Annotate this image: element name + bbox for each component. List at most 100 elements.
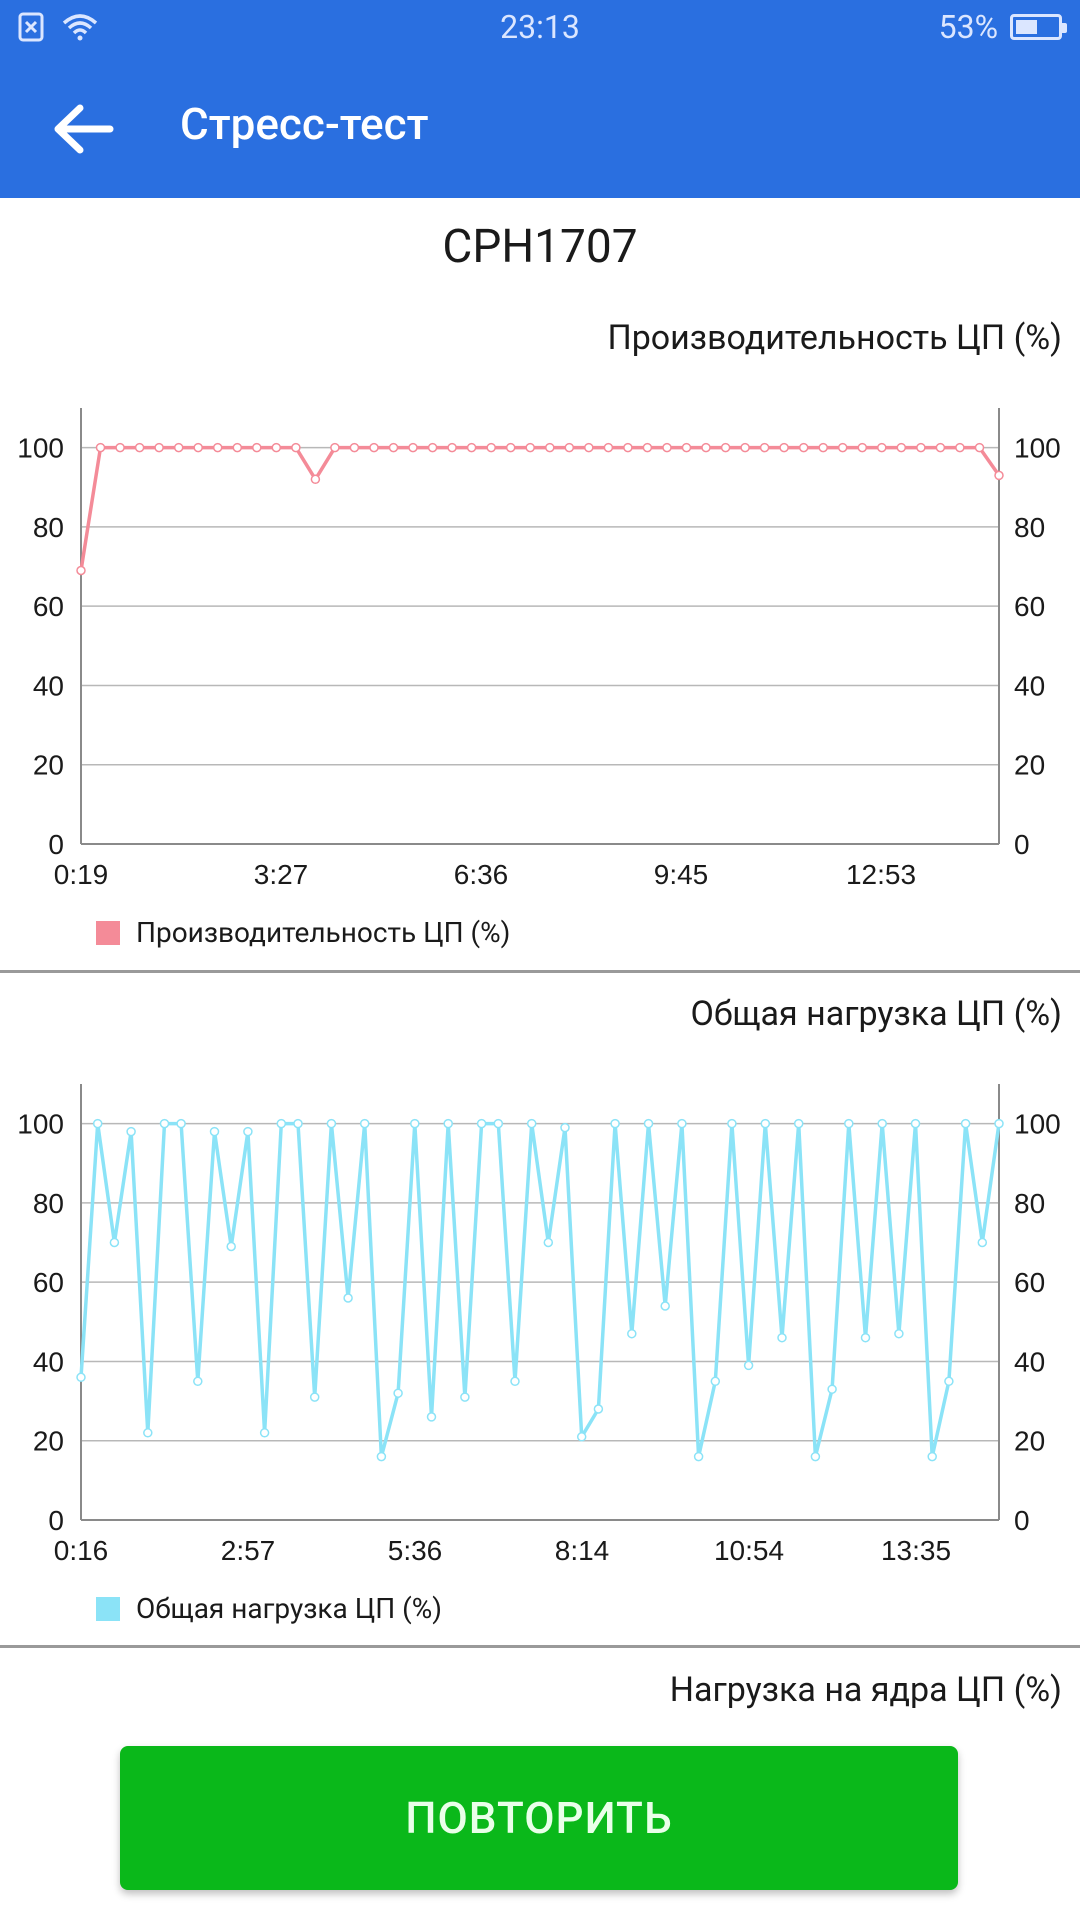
data-point <box>310 474 321 485</box>
data-point <box>944 1376 954 1387</box>
y-tick-label-left: 100 <box>17 433 64 464</box>
divider <box>0 1645 1080 1648</box>
perf-legend: Производительность ЦП (%) <box>96 916 510 949</box>
data-point <box>309 1392 320 1402</box>
divider <box>0 970 1080 973</box>
data-point <box>681 442 692 453</box>
data-point <box>994 1118 1004 1129</box>
y-tick-label-left: 20 <box>33 1426 64 1457</box>
data-point <box>408 442 418 453</box>
page-title: Стресс-тест <box>180 98 429 150</box>
x-tick-label: 8:14 <box>555 1535 610 1566</box>
data-point <box>393 1388 403 1398</box>
x-tick-label: 0:19 <box>54 859 109 890</box>
data-point <box>974 442 985 453</box>
load-legend: Общая нагрузка ЦП (%) <box>96 1592 442 1625</box>
data-point <box>343 1293 353 1303</box>
data-point <box>576 1432 587 1442</box>
data-point <box>837 442 848 453</box>
data-point <box>176 1118 186 1129</box>
data-point <box>844 1118 854 1129</box>
y-tick-label-right: 60 <box>1014 1267 1045 1298</box>
data-point <box>447 442 457 453</box>
x-tick-label: 10:54 <box>714 1535 784 1566</box>
data-point <box>212 442 223 453</box>
data-point <box>877 1118 887 1129</box>
data-point <box>693 1451 704 1462</box>
perf-chart-title: Производительность ЦП (%) <box>607 318 1062 358</box>
status-bar: 23:13 53% <box>0 0 1080 56</box>
data-point <box>209 1126 220 1137</box>
data-point <box>134 442 145 453</box>
repeat-button[interactable]: ПОВТОРИТЬ <box>120 1746 958 1890</box>
perf-chart-svg: 0 0 20 20 40 40 60 60 80 80 100 100 0:19 3:27 6:36 9:45… <box>17 408 1061 890</box>
data-point <box>510 1376 520 1387</box>
data-point <box>143 1428 153 1438</box>
y-tick-label-left: 0 <box>48 1505 64 1536</box>
data-point <box>701 442 711 453</box>
data-point <box>642 442 653 453</box>
data-point <box>293 1118 303 1129</box>
data-point <box>759 442 770 453</box>
perf-legend-label: Производительность ЦП (%) <box>136 916 511 949</box>
load-legend-label: Общая нагрузка ЦП (%) <box>136 1592 442 1625</box>
data-point <box>388 442 399 453</box>
data-point <box>955 442 965 453</box>
load-chart: 0 0 20 20 40 40 60 60 80 80 100 100 0:16 2:57 5:36 8:14… <box>0 1056 1080 1616</box>
x-tick-label: 3:27 <box>254 859 309 890</box>
x-tick-label: 12:53 <box>846 859 916 890</box>
y-tick-label-right: 40 <box>1014 670 1045 701</box>
status-time: 23:13 <box>500 8 580 46</box>
sim-off-icon <box>18 12 44 46</box>
data-point <box>564 442 575 453</box>
data-point <box>643 1118 654 1129</box>
data-point <box>92 1118 103 1129</box>
x-tick-label: 9:45 <box>654 859 709 890</box>
data-point <box>109 1237 120 1248</box>
data-point <box>740 442 750 453</box>
data-point <box>505 442 516 453</box>
x-tick-label: 5:36 <box>388 1535 443 1566</box>
y-tick-label-right: 0 <box>1014 1505 1030 1536</box>
data-point <box>252 442 262 453</box>
arrow-back-icon[interactable] <box>44 94 124 164</box>
x-tick-label: 13:35 <box>881 1535 951 1566</box>
y-tick-label-right: 100 <box>1014 433 1061 464</box>
wifi-icon <box>62 13 98 45</box>
data-point <box>376 1451 387 1462</box>
data-point <box>793 1118 804 1129</box>
data-point <box>610 1118 620 1129</box>
y-tick-label-left: 0 <box>48 829 64 860</box>
data-point <box>126 1126 136 1137</box>
data-point <box>243 1126 253 1137</box>
data-point <box>330 442 340 453</box>
data-point <box>493 1118 504 1129</box>
y-tick-label-right: 100 <box>1014 1109 1061 1140</box>
data-point <box>276 1118 287 1129</box>
y-tick-label-right: 20 <box>1014 1426 1045 1457</box>
y-tick-label-left: 40 <box>33 1346 64 1377</box>
data-point <box>526 1118 537 1129</box>
data-point <box>545 442 555 453</box>
data-point <box>560 1122 570 1133</box>
status-icons-right: 53% <box>939 8 1067 46</box>
data-point <box>193 1376 203 1387</box>
data-point <box>623 442 633 453</box>
data-point <box>476 1118 487 1129</box>
y-tick-label-left: 60 <box>33 591 64 622</box>
device-name: CPH1707 <box>442 220 638 274</box>
y-tick-label-right: 0 <box>1014 829 1030 860</box>
x-tick-label: 0:16 <box>54 1535 109 1566</box>
data-point <box>777 1332 787 1343</box>
data-point <box>193 442 203 453</box>
y-tick-label-right: 40 <box>1014 1346 1045 1377</box>
data-point <box>677 1118 687 1129</box>
x-tick-label: 2:57 <box>221 1535 276 1566</box>
data-point <box>584 442 594 453</box>
data-point <box>443 1118 453 1129</box>
y-tick-label-right: 80 <box>1014 1188 1045 1219</box>
x-tick-label: 6:36 <box>454 859 509 890</box>
data-point <box>326 1118 337 1129</box>
data-point <box>543 1237 554 1248</box>
load-chart-title: Общая нагрузка ЦП (%) <box>690 994 1062 1034</box>
